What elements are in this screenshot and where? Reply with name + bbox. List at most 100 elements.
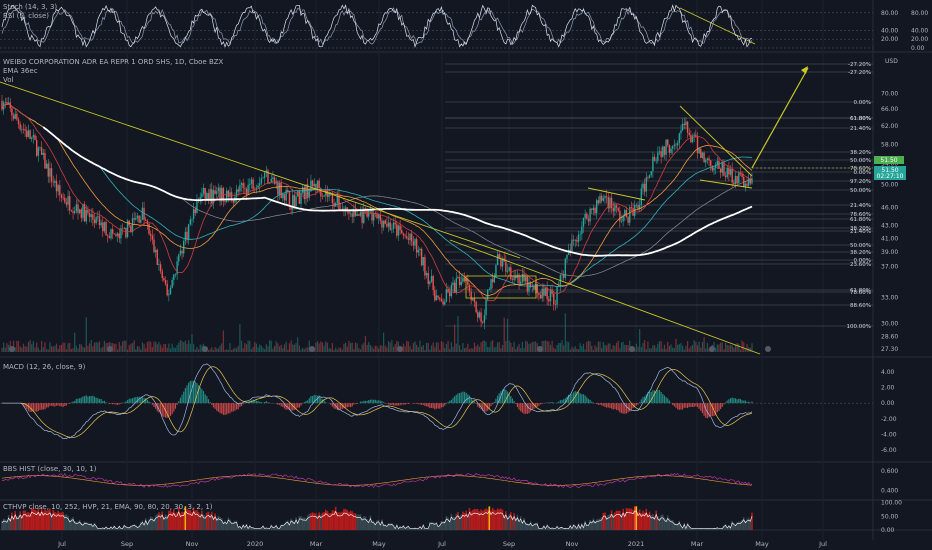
candle-body <box>452 282 454 286</box>
cthv-bar <box>95 525 97 530</box>
cthv-bar <box>225 522 228 530</box>
candle-body <box>47 163 49 177</box>
candle-body <box>54 180 56 183</box>
cthv-bar <box>695 529 697 530</box>
target-price-text: 51.50 <box>880 157 897 164</box>
cthv-bar <box>77 521 79 530</box>
volume-bar <box>698 341 700 352</box>
fib-label: 21.40% <box>850 229 871 235</box>
candle-body <box>181 250 183 254</box>
candle-body <box>171 279 173 288</box>
cthv-bar <box>435 521 438 530</box>
macd-histogram-bar <box>530 403 532 412</box>
candle-body <box>391 228 393 230</box>
bbs-label[interactable]: BBS HIST (close, 30, 10, 1) <box>3 465 97 473</box>
volume-bar <box>259 344 261 352</box>
macd-histogram-bar <box>333 403 335 409</box>
macd-histogram-bar <box>685 403 687 408</box>
macd-line <box>2 363 753 440</box>
volume-bar <box>161 347 163 352</box>
x-tick-label: Sep <box>503 540 515 548</box>
volume-bar <box>92 346 94 352</box>
cthv-bar <box>635 506 638 530</box>
macd-histogram-bar <box>748 401 750 404</box>
volume-bar <box>288 343 291 352</box>
macd-histogram-bar <box>708 403 710 418</box>
volume-bar <box>237 345 239 352</box>
macd-histogram-bar <box>677 403 679 410</box>
candle-body <box>523 274 525 282</box>
volume-bar <box>442 342 444 352</box>
candle-body <box>31 137 33 139</box>
cthv-bar <box>614 512 616 530</box>
cthv-bar <box>417 529 420 530</box>
cthv-bar <box>359 514 362 530</box>
cthv-bar <box>113 525 116 530</box>
macd-histogram-bar <box>222 403 224 415</box>
candle-body <box>706 158 709 161</box>
candle-body <box>295 196 297 207</box>
macd-histogram-bar <box>199 387 201 404</box>
candle-body <box>179 250 182 255</box>
candle-body <box>559 275 562 285</box>
candle-body <box>619 210 621 222</box>
volume-bar <box>642 342 644 352</box>
macd-histogram-bar <box>54 403 56 407</box>
cthv-bar <box>632 509 634 530</box>
macd-label[interactable]: MACD (12, 26, close, 9) <box>3 363 86 371</box>
macd-histogram-bar <box>639 402 641 404</box>
volume-bar <box>432 342 434 352</box>
macd-histogram-bar <box>47 403 49 408</box>
stoch-label[interactable]: Stoch (14, 3, 3) <box>3 3 58 11</box>
price-tick-label: 30.00 <box>881 320 898 327</box>
cthv-bar <box>34 509 36 530</box>
candle-body <box>524 276 527 282</box>
candle-body <box>414 239 416 246</box>
macd-histogram-bar <box>59 403 61 407</box>
volume-bar <box>278 346 281 352</box>
macd-histogram-bar <box>148 401 150 404</box>
cthv-bar <box>627 508 629 530</box>
macd-histogram-bar <box>62 403 64 408</box>
cthv-bar <box>544 529 547 530</box>
volume-bar <box>265 344 267 352</box>
macd-histogram-bar <box>389 403 391 406</box>
volume-bar <box>751 343 753 352</box>
cthv-label[interactable]: CTHVP close, 10, 252, HVP, 21, EMA, 90, … <box>3 503 213 511</box>
cthv-bar <box>470 511 472 530</box>
cthv-bar <box>293 521 296 530</box>
volume-bar <box>741 340 743 352</box>
price-tick-label: 41.00 <box>881 236 898 243</box>
volume-bar <box>267 346 269 352</box>
rsi-label[interactable]: RSI (5, close) <box>3 12 49 20</box>
candle-body <box>348 211 350 214</box>
volume-bar <box>1 347 3 352</box>
macd-histogram-bar <box>470 398 472 404</box>
macd-histogram-bar <box>582 394 585 404</box>
vol-label[interactable]: Vol <box>3 76 14 84</box>
volume-bar <box>130 343 132 352</box>
volume-bar <box>348 340 350 352</box>
volume-bar <box>493 347 495 352</box>
cthv-bar <box>161 511 164 530</box>
macd-histogram-bar <box>672 403 674 406</box>
x-tick-label: Mar <box>310 540 323 548</box>
macd-histogram-bar <box>607 403 609 408</box>
macd-histogram-bar <box>655 390 657 404</box>
volume-bar <box>79 343 81 352</box>
candle-body <box>245 188 248 195</box>
candle-body <box>116 233 119 236</box>
volume-bar <box>349 343 352 352</box>
macd-histogram-bar <box>57 403 59 406</box>
cthv-bar <box>690 527 692 530</box>
volume-bar <box>392 346 395 352</box>
ema-label[interactable]: EMA 36ec <box>3 67 38 75</box>
candle-body <box>741 174 743 177</box>
cthv-bar <box>392 524 395 530</box>
candle-body <box>496 254 499 266</box>
volume-bar <box>321 342 324 352</box>
consolidation-box <box>465 275 537 299</box>
macd-histogram-bar <box>55 403 58 406</box>
volume-bar <box>158 341 160 352</box>
